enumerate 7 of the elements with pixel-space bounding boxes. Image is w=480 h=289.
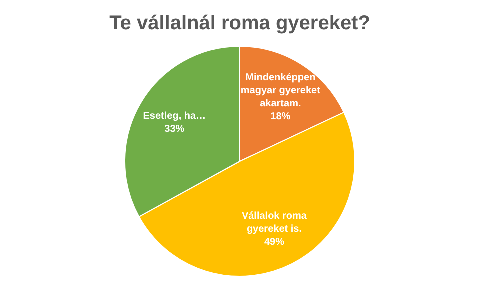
data-label: 33% bbox=[164, 124, 185, 136]
slice-label: Vállalok roma gyereket is. bbox=[242, 210, 308, 235]
chart-title: Te vállalnál roma gyereket? bbox=[110, 12, 370, 35]
slice-label: Mindenképpen magyar gyereket akartam. bbox=[240, 72, 322, 110]
data-label: 49% bbox=[264, 236, 285, 248]
slice-label: Esetleg, ha… bbox=[143, 111, 206, 122]
data-label: 18% bbox=[270, 112, 291, 123]
